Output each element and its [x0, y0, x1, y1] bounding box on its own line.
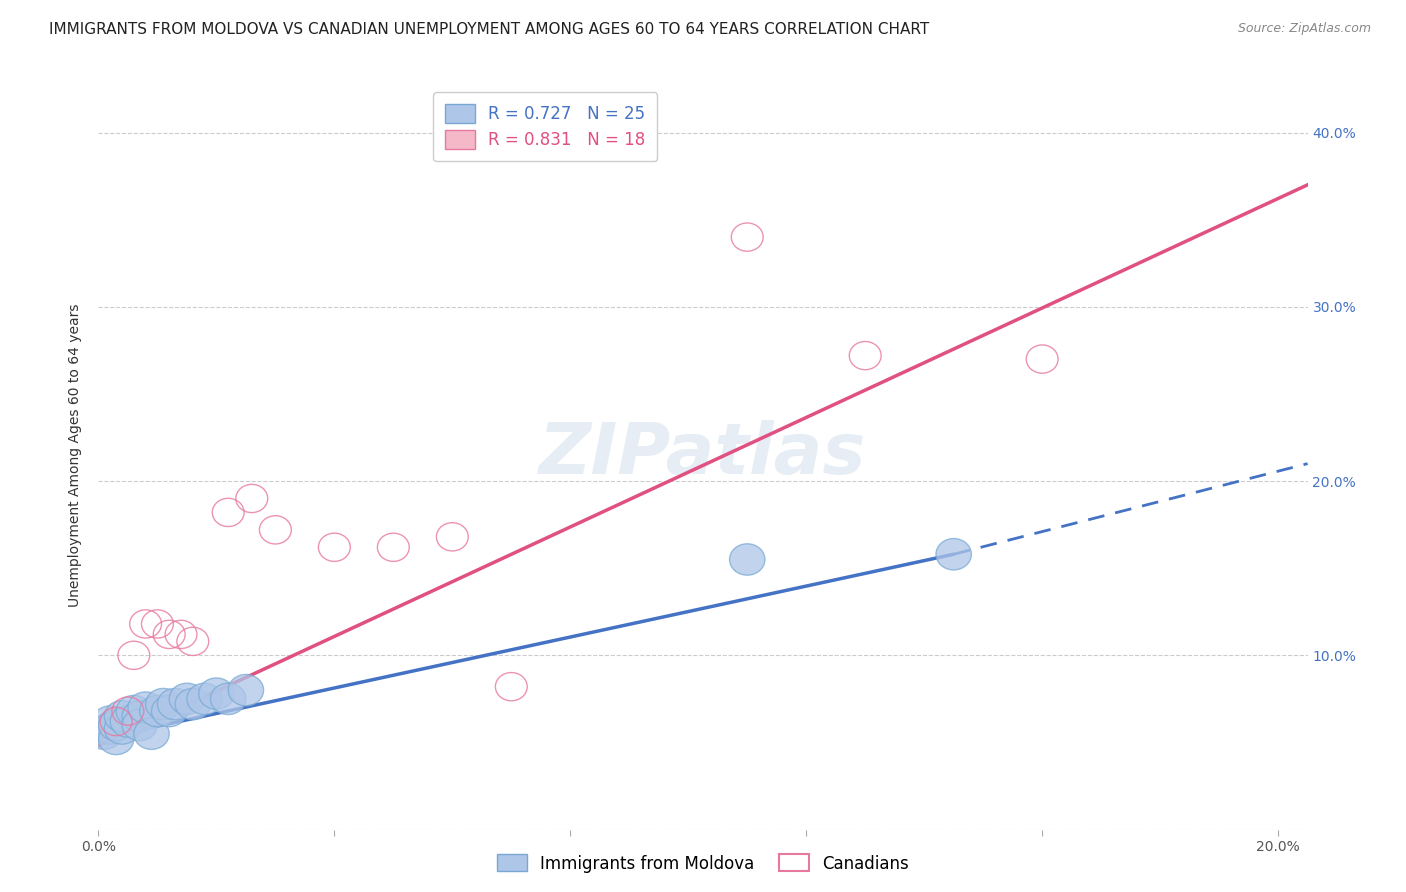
Text: ZIPatlas: ZIPatlas [540, 420, 866, 490]
Legend: Immigrants from Moldova, Canadians: Immigrants from Moldova, Canadians [491, 847, 915, 880]
Legend: R = 0.727   N = 25, R = 0.831   N = 18: R = 0.727 N = 25, R = 0.831 N = 18 [433, 93, 657, 161]
Text: Source: ZipAtlas.com: Source: ZipAtlas.com [1237, 22, 1371, 36]
Text: IMMIGRANTS FROM MOLDOVA VS CANADIAN UNEMPLOYMENT AMONG AGES 60 TO 64 YEARS CORRE: IMMIGRANTS FROM MOLDOVA VS CANADIAN UNEM… [49, 22, 929, 37]
Y-axis label: Unemployment Among Ages 60 to 64 years: Unemployment Among Ages 60 to 64 years [69, 303, 83, 607]
